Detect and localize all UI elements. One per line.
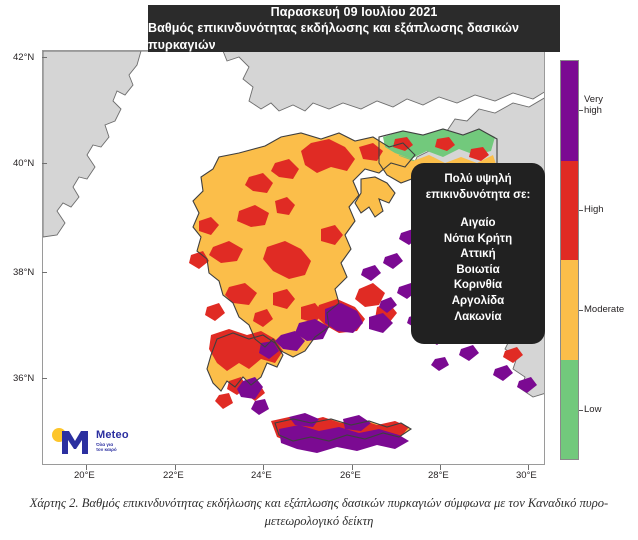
y-axis-tick-label: 38°N <box>13 267 35 278</box>
colorbar-label-high: High <box>584 204 604 215</box>
x-axis-tick-mark <box>175 465 176 470</box>
x-axis-tick-label: 22°E <box>163 470 184 481</box>
x-axis-tick-label: 28°E <box>428 470 449 481</box>
map-title-subject: Βαθμός επικινδυνότητας εκδήλωσης και εξά… <box>148 20 520 52</box>
x-axis-tick-label: 30°E <box>516 470 537 481</box>
colorbar-tick-mark <box>579 210 583 211</box>
meteo-tagline-line1: Όλα για <box>96 442 114 447</box>
zone-moderate-halkidiki <box>355 177 395 217</box>
y-axis-tick-label: 40°N <box>13 158 35 169</box>
y-axis-tick-mark <box>42 378 47 379</box>
colorbar-label-very-high: Very high <box>584 94 603 116</box>
callout-region-item: Νότια Κρήτη <box>443 232 513 245</box>
callout-region-item: Κορινθία <box>453 279 503 292</box>
y-axis-tick-mark <box>42 57 47 58</box>
callout-region-item: Αττική <box>460 248 496 261</box>
figure-caption: Χάρτης 2. Βαθμός επικινδυνότητας εκδήλωσ… <box>14 494 624 530</box>
y-axis-tick-mark <box>42 163 47 164</box>
y-axis-tick-label: 36°N <box>13 373 35 384</box>
map-title-date: Παρασκευή 09 Ιουλίου 2021 <box>270 4 438 19</box>
x-axis-tick-mark <box>352 465 353 470</box>
callout-header-line1: Πολύ υψηλή <box>444 173 512 185</box>
colorbar-segment-moderate <box>561 260 578 360</box>
meteo-m-mark-icon <box>62 431 88 454</box>
x-axis-tick-label: 20°E <box>74 470 95 481</box>
y-axis-tick-label: 42°N <box>13 52 35 63</box>
colorbar-segment-high <box>561 160 578 260</box>
colorbar-label-moderate: Moderate <box>584 304 625 315</box>
caption-line1: Χάρτης 2. Βαθμός επικινδυνότητας εκδήλωσ… <box>29 496 506 510</box>
caption-line2: τον Καναδικό πυρο-μετεωρολογικό δείκτη <box>264 496 609 528</box>
colorbar-tick-mark <box>579 110 583 111</box>
y-axis-tick-mark <box>42 272 47 273</box>
callout-region-item: Αργολίδα <box>451 294 505 307</box>
meteo-tagline-line2: τον καιρό <box>96 447 117 453</box>
x-axis-tick-mark <box>528 465 529 470</box>
x-axis-tick-label: 24°E <box>251 470 272 481</box>
colorbar-tick-mark <box>579 410 583 411</box>
callout-region-item: Λακωνία <box>454 310 502 323</box>
callout-region-item: Αιγαίο <box>460 217 496 229</box>
map-title-banner: Παρασκευή 09 Ιουλίου 2021 Βαθμός επικινδ… <box>148 5 560 52</box>
callout-header-line2: επικινδυνότητα σε: <box>425 189 531 201</box>
meteo-brand-text: Meteo <box>96 429 129 441</box>
meteo-tagline: Όλα για τον καιρό <box>96 442 117 453</box>
callout-region-list: Αιγαίο Νότια Κρήτη Αττική Βοιωτία Κορινθ… <box>444 216 512 325</box>
colorbar-label-line2: high <box>584 105 602 116</box>
fire-danger-colorbar <box>560 60 579 460</box>
very-high-risk-callout: Πολύ υψηλή επικινδυνότητα σε: Αιγαίο Νότ… <box>411 163 545 344</box>
colorbar-label-line1: Very <box>584 94 604 105</box>
colorbar-segment-low <box>561 359 578 459</box>
meteo-logo: Meteo Όλα για τον καιρό <box>52 424 140 458</box>
x-axis-tick-label: 26°E <box>340 470 361 481</box>
x-axis-tick-mark <box>86 465 87 470</box>
x-axis-tick-mark <box>440 465 441 470</box>
callout-region-item: Βοιωτία <box>456 263 500 276</box>
colorbar-label-low: Low <box>584 404 602 415</box>
colorbar-segment-very-high <box>561 61 578 161</box>
colorbar-tick-mark <box>579 310 583 311</box>
x-axis-tick-mark <box>263 465 264 470</box>
